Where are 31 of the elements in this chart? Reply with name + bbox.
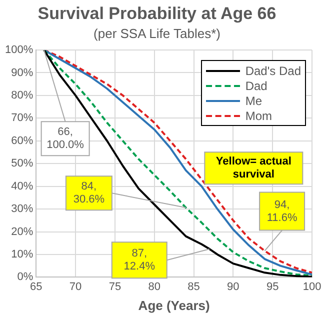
annotation: 84, 30.6% — [73, 180, 105, 206]
legend-label: Dad — [245, 78, 268, 92]
x-tick-label: 65 — [30, 280, 42, 293]
y-tick-label: 60% — [11, 134, 34, 147]
y-tick-label: 0% — [17, 271, 34, 284]
y-tick-label: 80% — [11, 89, 34, 102]
y-tick-label: 40% — [11, 180, 34, 192]
annotation: 66, 100.0% — [46, 126, 84, 152]
annotation: Yellow= actual survival — [216, 156, 292, 181]
x-tick-label: 100 — [302, 280, 322, 293]
y-tick-label: 70% — [11, 112, 34, 124]
legend-label: Dad's Dad — [245, 64, 301, 78]
y-tick-label: 50% — [11, 158, 34, 170]
y-tick-label: 20% — [11, 226, 34, 238]
annotation: 87, 12.4% — [124, 248, 156, 273]
y-tick-label: 100% — [4, 44, 34, 56]
x-tick-label: 85 — [188, 280, 200, 293]
chart-subtitle: (per SSA Life Tables*) — [94, 26, 220, 41]
y-tick-label: 10% — [11, 248, 34, 261]
x-tick-label: 75 — [108, 280, 122, 293]
x-tick-label: 80 — [148, 280, 160, 293]
x-axis-title: Age (Years) — [138, 298, 210, 313]
legend-label: Me — [245, 94, 262, 108]
y-tick-label: 30% — [11, 203, 34, 216]
x-tick-label: 70 — [69, 280, 82, 293]
x-tick-label: 95 — [266, 280, 279, 293]
chart-title: Survival Probability at Age 66 — [38, 4, 276, 23]
legend-label: Mom — [245, 108, 272, 122]
x-tick-label: 90 — [227, 280, 240, 293]
annotation: 94, 11.6% — [266, 198, 298, 224]
y-tick-label: 90% — [11, 66, 34, 79]
